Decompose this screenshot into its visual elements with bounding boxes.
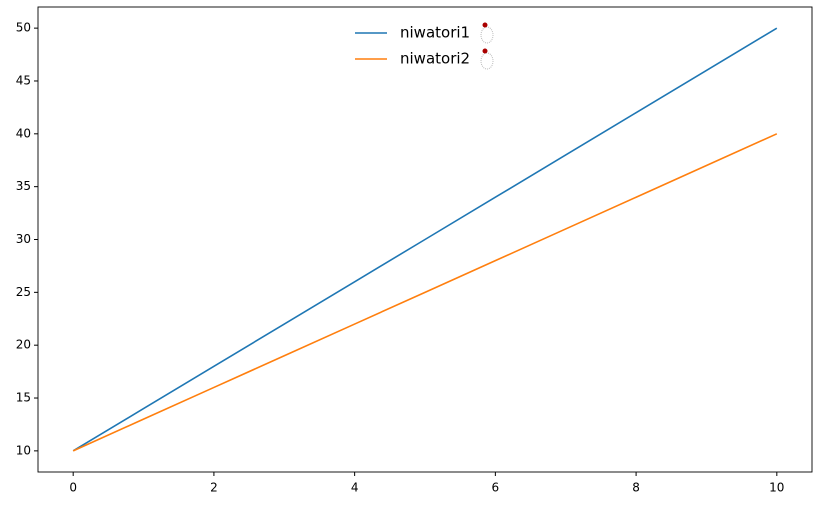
y-tick-label: 25 [16,285,31,299]
legend-icon-comb [482,48,488,54]
legend-entry: niwatori2 [355,48,494,70]
legend-icon-comb [482,22,488,28]
y-tick-label: 50 [16,21,31,35]
legend-text: niwatori2 [400,50,470,68]
y-tick-label: 15 [16,391,31,405]
x-tick-label: 0 [69,481,77,495]
plot-frame [37,6,813,473]
y-tick-label: 10 [16,443,31,457]
x-tick-label: 10 [769,481,784,495]
legend-icon [480,52,494,70]
x-tick-label: 4 [351,481,359,495]
x-tick-label: 6 [492,481,500,495]
y-tick-label: 40 [16,126,31,140]
data-line [72,133,778,452]
legend-text: niwatori1 [400,24,470,42]
legend-icon [480,26,494,44]
y-tick-label: 35 [16,179,31,193]
data-line [72,27,778,452]
x-tick-label: 8 [632,481,640,495]
y-tick-label: 45 [16,73,31,87]
y-tick-label: 30 [16,232,31,246]
legend-entry: niwatori1 [355,22,494,44]
y-tick-label: 20 [16,338,31,352]
x-tick-label: 2 [210,481,218,495]
